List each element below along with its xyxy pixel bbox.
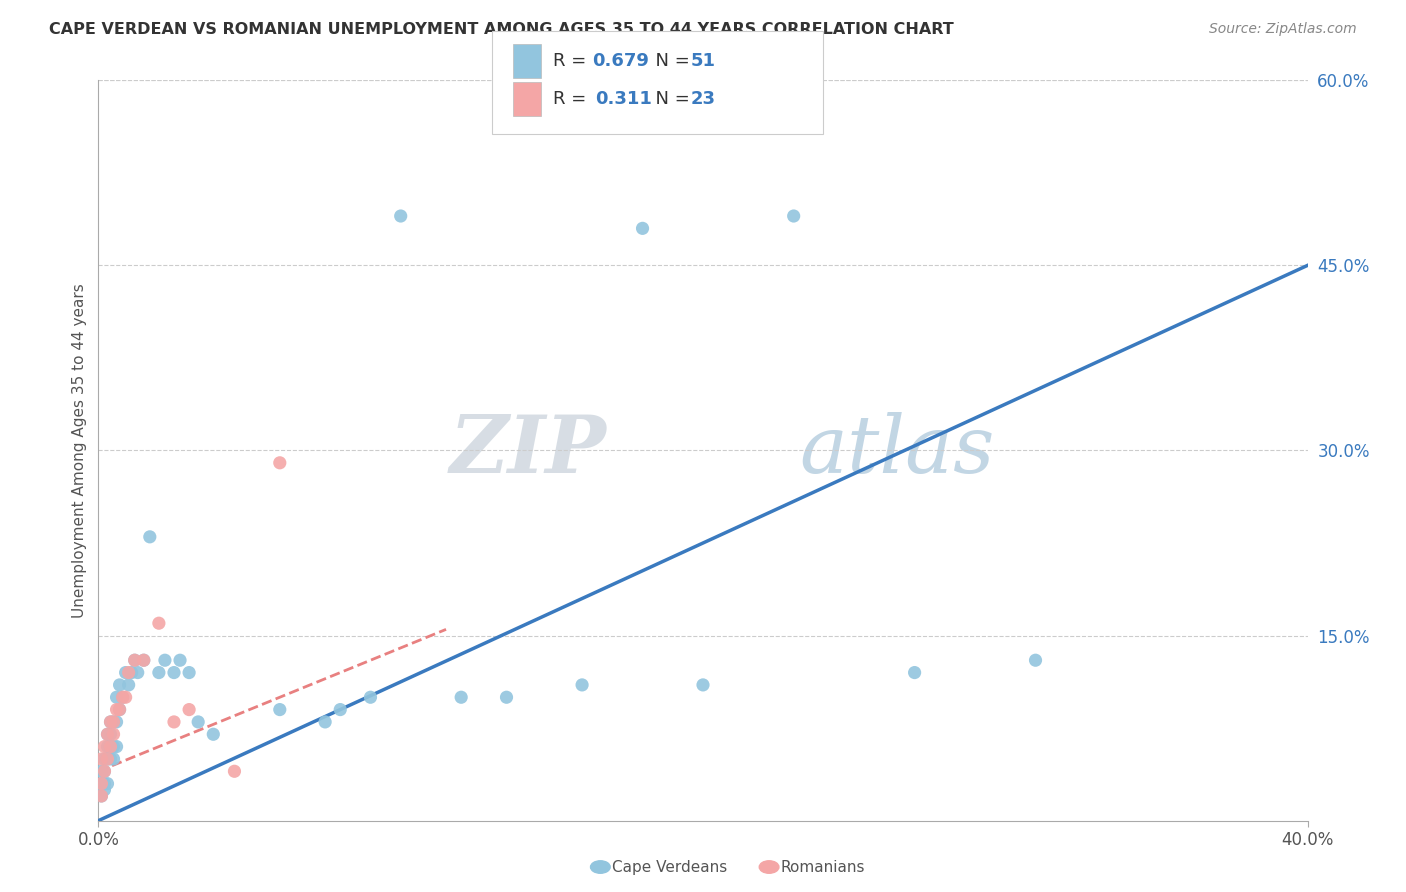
Point <box>269 456 291 470</box>
Point <box>103 714 125 729</box>
Text: 51: 51 <box>690 52 716 70</box>
Point <box>631 221 654 235</box>
Point <box>108 678 131 692</box>
Point <box>314 714 336 729</box>
Point <box>96 752 118 766</box>
Point <box>108 703 131 717</box>
Text: 23: 23 <box>690 90 716 108</box>
Point <box>105 714 128 729</box>
Text: Romanians: Romanians <box>780 860 865 874</box>
Point <box>571 678 593 692</box>
Point <box>179 703 201 717</box>
Point <box>93 764 115 779</box>
Point <box>96 739 118 754</box>
Point <box>93 739 115 754</box>
Point <box>389 209 412 223</box>
Text: R =: R = <box>553 90 598 108</box>
Point <box>179 665 201 680</box>
Point <box>96 776 118 791</box>
Point <box>163 665 186 680</box>
Point <box>224 764 246 779</box>
Point <box>114 690 136 705</box>
Point <box>148 665 170 680</box>
Point <box>127 665 149 680</box>
Point <box>111 690 134 705</box>
Point <box>96 727 118 741</box>
Point <box>111 690 134 705</box>
Point <box>103 727 125 741</box>
Point <box>90 789 112 803</box>
Point <box>163 714 186 729</box>
Text: Cape Verdeans: Cape Verdeans <box>612 860 727 874</box>
Point <box>100 727 122 741</box>
Point <box>90 789 112 803</box>
Point <box>90 776 112 791</box>
Point <box>132 653 155 667</box>
Point <box>114 665 136 680</box>
Point <box>100 714 122 729</box>
Text: CAPE VERDEAN VS ROMANIAN UNEMPLOYMENT AMONG AGES 35 TO 44 YEARS CORRELATION CHAR: CAPE VERDEAN VS ROMANIAN UNEMPLOYMENT AM… <box>49 22 953 37</box>
Point <box>93 782 115 797</box>
Point <box>1024 653 1046 667</box>
Point <box>93 764 115 779</box>
Text: ZIP: ZIP <box>450 412 606 489</box>
Point <box>93 752 115 766</box>
Y-axis label: Unemployment Among Ages 35 to 44 years: Unemployment Among Ages 35 to 44 years <box>72 283 87 618</box>
Point <box>450 690 472 705</box>
Point <box>495 690 517 705</box>
Point <box>93 776 115 791</box>
Point <box>90 752 112 766</box>
Text: atlas: atlas <box>800 412 995 489</box>
Point <box>124 653 146 667</box>
Point <box>118 678 141 692</box>
Point <box>100 739 122 754</box>
Point <box>904 665 927 680</box>
Point <box>90 776 112 791</box>
Point <box>124 653 146 667</box>
Point <box>96 752 118 766</box>
Text: R =: R = <box>553 52 592 70</box>
Point <box>329 703 352 717</box>
Point <box>103 752 125 766</box>
Text: N =: N = <box>644 90 696 108</box>
Point <box>121 665 143 680</box>
Point <box>100 739 122 754</box>
Text: 0.679: 0.679 <box>592 52 648 70</box>
Point <box>103 739 125 754</box>
Point <box>269 703 291 717</box>
Text: 0.311: 0.311 <box>595 90 651 108</box>
Point <box>148 616 170 631</box>
Point <box>100 714 122 729</box>
Point <box>692 678 714 692</box>
Point <box>783 209 806 223</box>
Point <box>187 714 209 729</box>
Point <box>100 752 122 766</box>
Point <box>132 653 155 667</box>
Point <box>108 703 131 717</box>
Point <box>105 690 128 705</box>
Point <box>139 530 162 544</box>
Text: N =: N = <box>644 52 696 70</box>
Point <box>105 739 128 754</box>
Point <box>105 703 128 717</box>
Point <box>90 764 112 779</box>
Point <box>169 653 191 667</box>
Point <box>153 653 176 667</box>
Point <box>360 690 382 705</box>
Point <box>96 727 118 741</box>
Point <box>103 714 125 729</box>
Point <box>118 665 141 680</box>
Text: Source: ZipAtlas.com: Source: ZipAtlas.com <box>1209 22 1357 37</box>
Point <box>202 727 225 741</box>
